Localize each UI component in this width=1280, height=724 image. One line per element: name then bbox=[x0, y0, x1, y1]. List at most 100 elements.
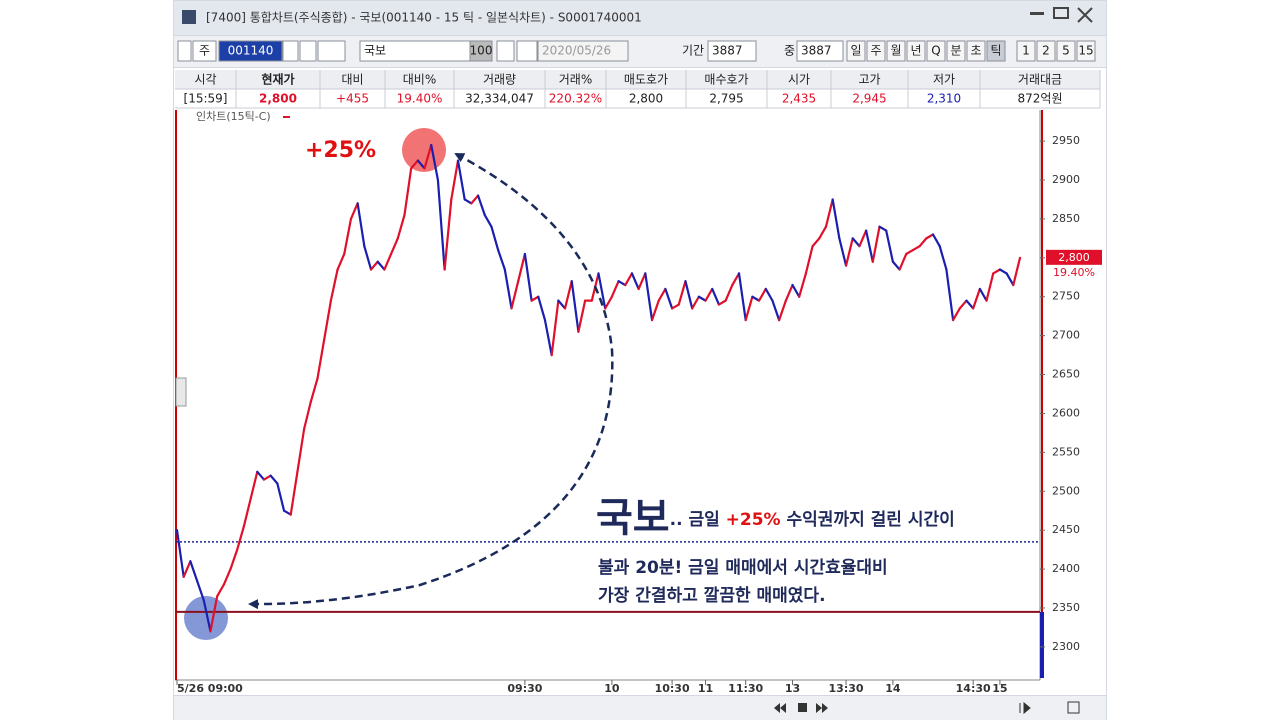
minimize[interactable] bbox=[1030, 12, 1044, 15]
edit[interactable] bbox=[1067, 701, 1080, 714]
column-header: 매수호가 bbox=[704, 73, 748, 87]
price-segment bbox=[610, 280, 620, 298]
price-segment bbox=[898, 252, 908, 271]
next-button[interactable] bbox=[496, 40, 515, 62]
price-segment bbox=[791, 283, 801, 298]
stop[interactable] bbox=[798, 703, 807, 712]
price-segment bbox=[951, 307, 961, 322]
column-header: 시각 bbox=[194, 73, 216, 87]
cell: 2,800 bbox=[259, 92, 297, 106]
bottom-toolbar bbox=[174, 696, 1106, 720]
count-box[interactable] bbox=[469, 40, 493, 62]
price-segment bbox=[557, 299, 567, 310]
price-tag bbox=[1046, 249, 1102, 265]
price-segment bbox=[998, 268, 1008, 275]
price-segment bbox=[195, 579, 205, 602]
interval-button-text: 틱 bbox=[990, 44, 1001, 58]
interval-button-text: Q bbox=[931, 44, 940, 58]
price-segment bbox=[764, 287, 774, 302]
y-tick-label: 2750 bbox=[1052, 290, 1080, 303]
close[interactable] bbox=[1077, 7, 1093, 23]
price-segment bbox=[476, 194, 486, 217]
price-segment bbox=[891, 260, 901, 271]
legend: 인차트(15틱-C) bbox=[196, 110, 271, 123]
price-segment bbox=[958, 299, 968, 310]
price-segment bbox=[905, 248, 915, 256]
end[interactable] bbox=[1019, 701, 1031, 715]
price-segment bbox=[670, 303, 680, 310]
cell: 32,334,047 bbox=[465, 92, 534, 106]
price-segment bbox=[992, 268, 1002, 275]
column-header: 고가 bbox=[858, 73, 880, 87]
price-segment bbox=[757, 287, 767, 302]
mid-input[interactable] bbox=[796, 40, 844, 62]
dropdown[interactable] bbox=[282, 40, 299, 62]
price-segment bbox=[885, 229, 894, 263]
x-tick-label: 10:30 bbox=[655, 682, 690, 695]
price-segment bbox=[737, 272, 747, 322]
price-segment bbox=[771, 299, 781, 322]
price-segment bbox=[530, 295, 540, 302]
price-segment bbox=[925, 233, 935, 240]
interval-button-text: 2 bbox=[1042, 44, 1050, 58]
sort-button[interactable] bbox=[177, 40, 192, 62]
annotation-text: 수익권까지 걸린 시간이 bbox=[781, 510, 955, 530]
y-tick-label: 2950 bbox=[1052, 134, 1080, 147]
prev-button[interactable] bbox=[516, 40, 538, 62]
price-segment bbox=[731, 272, 741, 287]
name-input-text: 국보 bbox=[364, 44, 386, 58]
price-segment bbox=[965, 299, 975, 310]
interval-button[interactable] bbox=[906, 40, 926, 62]
price-segment bbox=[804, 245, 814, 275]
search-button[interactable] bbox=[299, 40, 317, 62]
annotation-line: 국보.. 금일 +25% 수익권까지 걸린 시간이 bbox=[596, 495, 955, 541]
headline: 국보 bbox=[596, 495, 670, 541]
interval-button[interactable] bbox=[866, 40, 886, 62]
interval-button[interactable] bbox=[886, 40, 906, 62]
price-segment bbox=[844, 237, 854, 267]
interval-button[interactable] bbox=[966, 40, 986, 62]
title-bar bbox=[174, 1, 1106, 35]
price-tag-text: 2,800 bbox=[1058, 251, 1090, 264]
cell: 2,795 bbox=[709, 92, 743, 106]
peak-marker bbox=[402, 128, 446, 172]
interval-button[interactable] bbox=[986, 40, 1006, 62]
interval-button[interactable] bbox=[1036, 40, 1056, 62]
interval-button-text: 주 bbox=[870, 44, 881, 58]
cell: 220.32% bbox=[549, 92, 602, 106]
market-button[interactable] bbox=[192, 40, 217, 62]
x-tick-label: 09:30 bbox=[507, 682, 542, 695]
interval-button[interactable] bbox=[946, 40, 966, 62]
price-segment bbox=[182, 560, 192, 578]
code-input[interactable] bbox=[218, 40, 283, 62]
interval-button[interactable] bbox=[1076, 40, 1096, 62]
price-segment bbox=[1012, 256, 1022, 287]
forward[interactable] bbox=[816, 703, 828, 713]
price-segment bbox=[871, 225, 881, 263]
market-button-text: 주 bbox=[199, 44, 210, 58]
price-segment bbox=[503, 268, 513, 310]
interval-button-text: 분 bbox=[950, 44, 961, 58]
list-button[interactable] bbox=[317, 40, 346, 62]
price-segment bbox=[1005, 272, 1015, 287]
maximize[interactable] bbox=[1053, 7, 1069, 19]
side-tab[interactable] bbox=[175, 377, 187, 407]
price-segment bbox=[497, 248, 506, 271]
price-segment bbox=[824, 198, 834, 228]
rewind[interactable] bbox=[774, 703, 786, 713]
interval-button[interactable] bbox=[1016, 40, 1036, 62]
column-header: 거래량 bbox=[483, 73, 516, 87]
price-segment bbox=[577, 299, 587, 333]
price-segment bbox=[697, 295, 707, 302]
price-segment bbox=[543, 318, 553, 357]
price-segment bbox=[918, 237, 928, 248]
date-input[interactable] bbox=[537, 40, 629, 62]
price-segment bbox=[664, 287, 674, 310]
period-input[interactable] bbox=[707, 40, 757, 62]
y-tick-label: 2300 bbox=[1052, 640, 1080, 653]
interval-button[interactable] bbox=[846, 40, 866, 62]
interval-button[interactable] bbox=[926, 40, 946, 62]
price-segment bbox=[704, 287, 714, 302]
y-tick-label: 2450 bbox=[1052, 523, 1080, 536]
interval-button[interactable] bbox=[1056, 40, 1076, 62]
